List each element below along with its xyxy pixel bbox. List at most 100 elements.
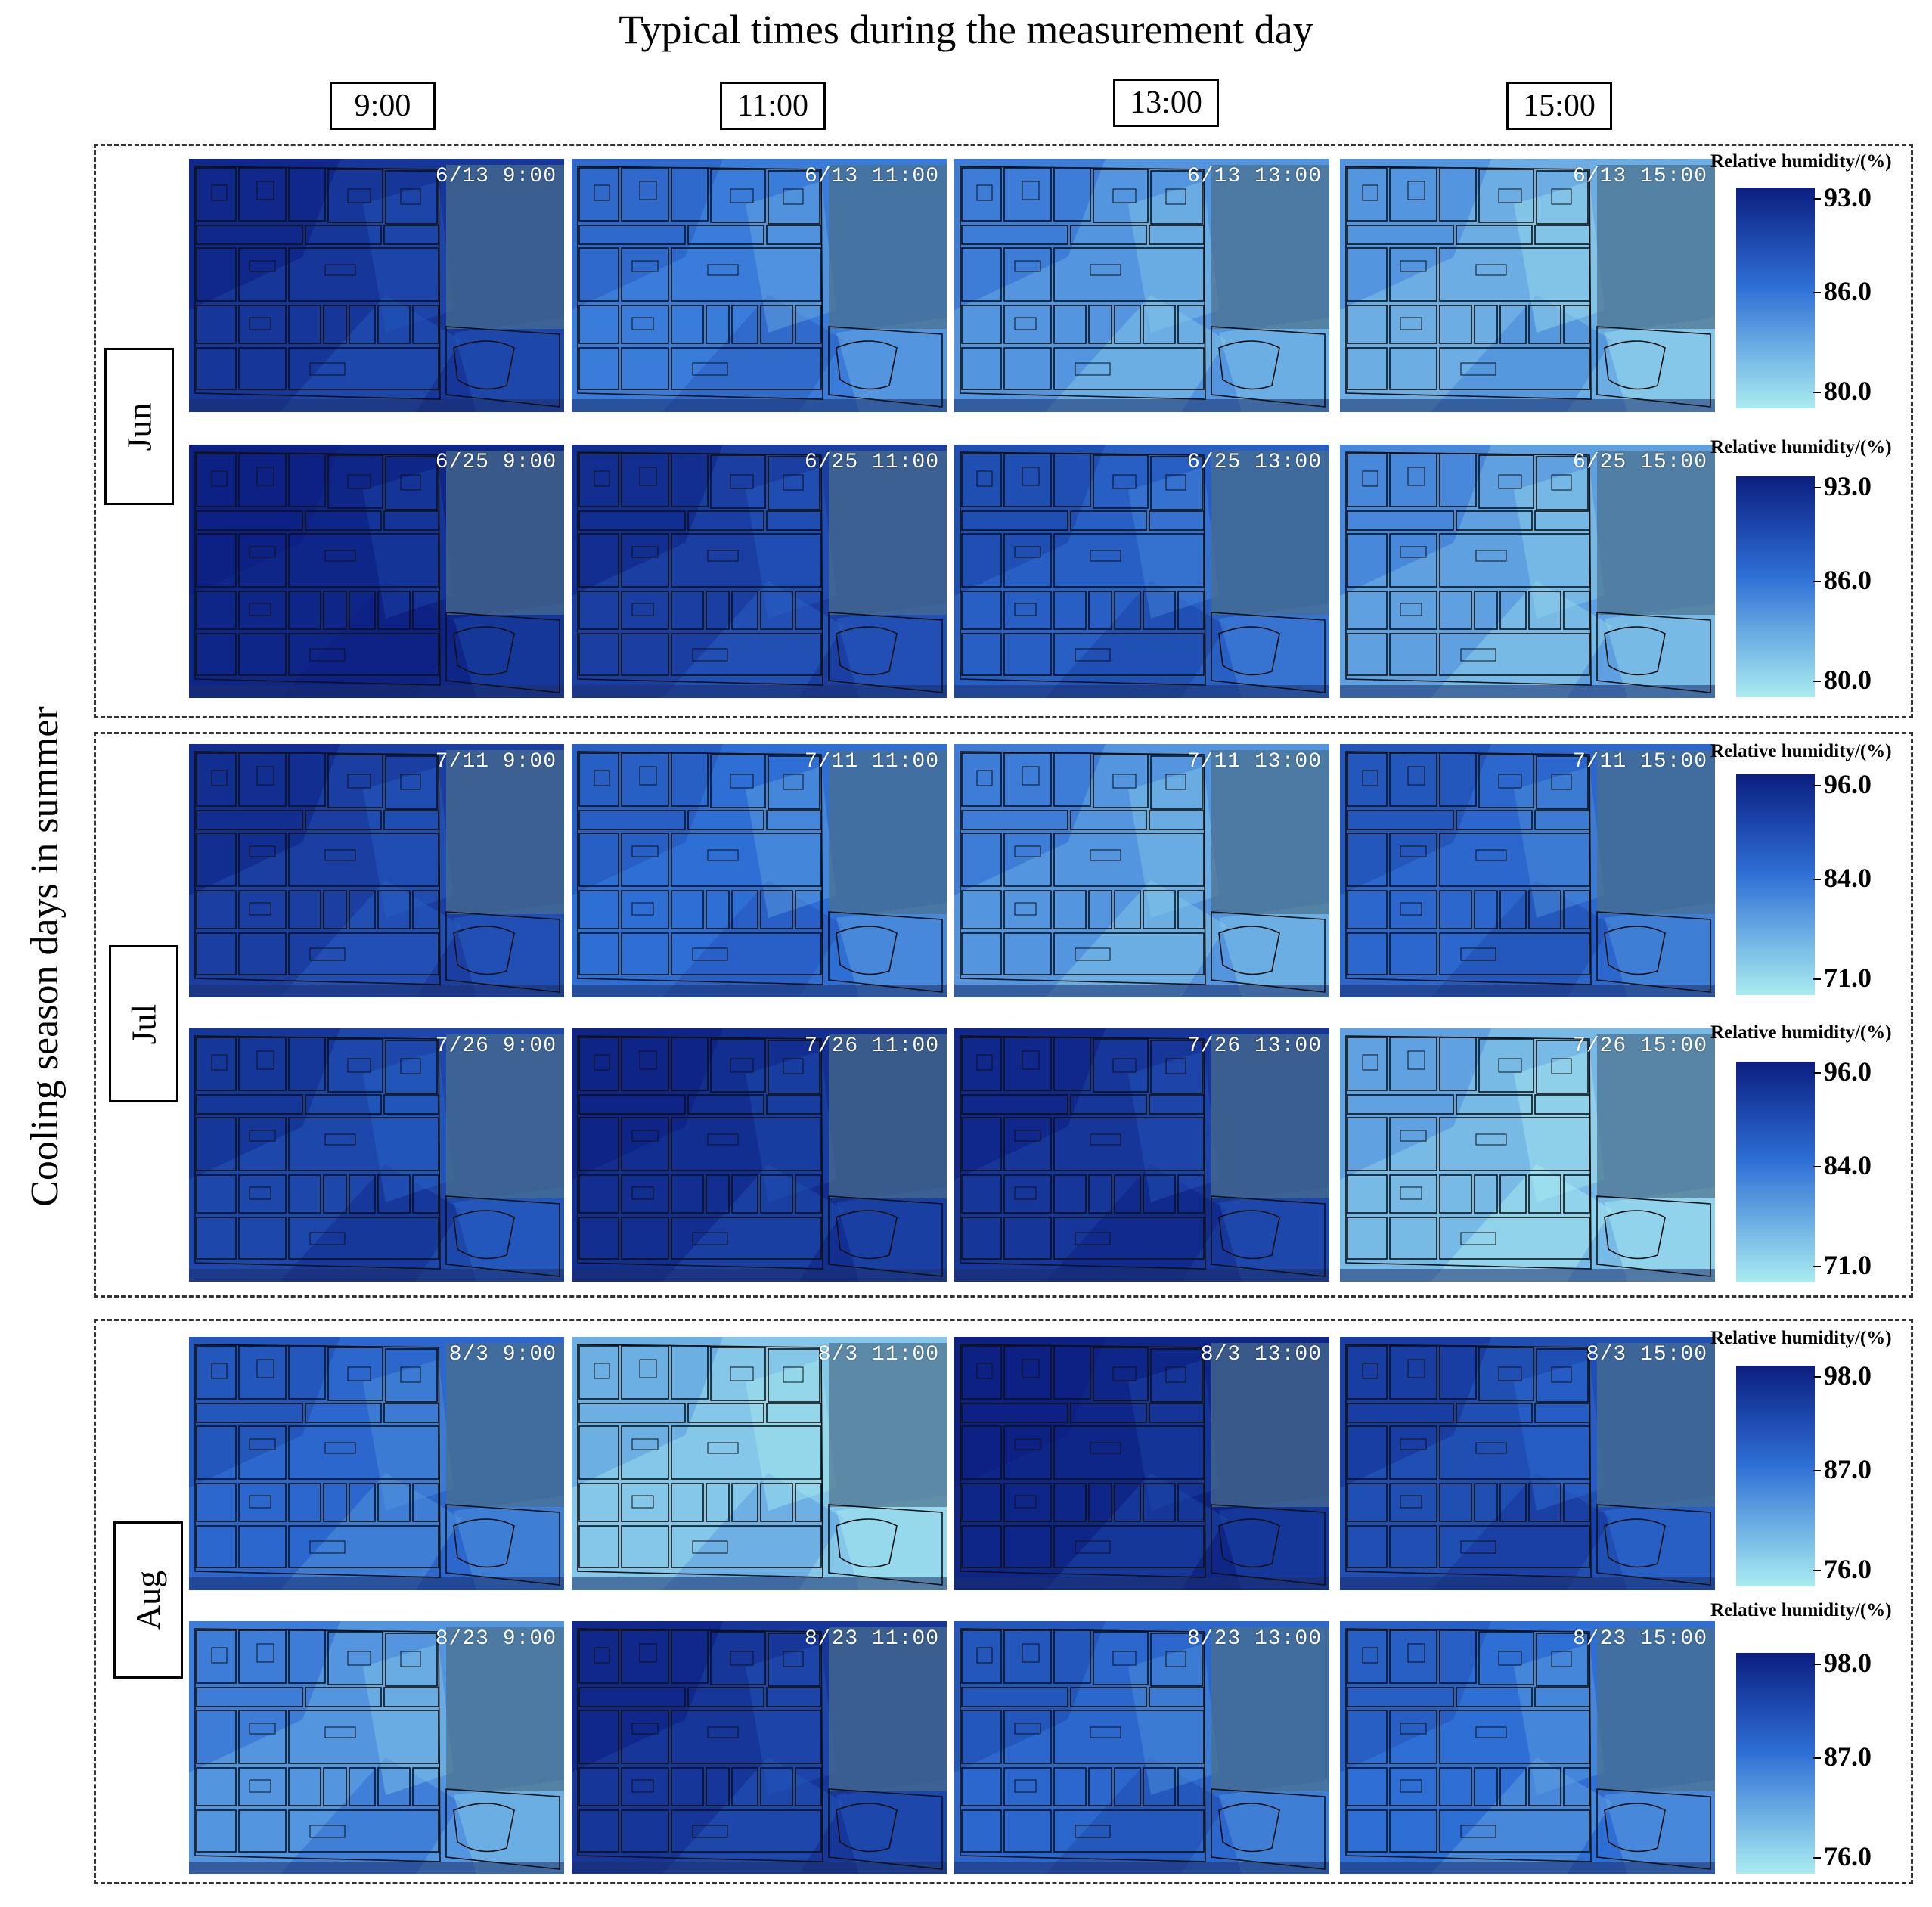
building-footprint	[1014, 603, 1037, 616]
building-block	[1218, 1803, 1280, 1853]
building-block	[1499, 1483, 1527, 1522]
map-bottom-strip	[954, 685, 1329, 698]
building-block	[1114, 1767, 1141, 1806]
building-block	[1143, 1767, 1176, 1806]
map-bottom-strip	[189, 1269, 564, 1282]
building-footprint	[347, 474, 371, 489]
building-block	[768, 755, 820, 810]
building-block	[578, 1629, 619, 1684]
building-block	[1389, 453, 1437, 507]
building-footprint	[639, 1643, 657, 1663]
building-block	[1347, 305, 1388, 344]
building-block	[288, 1710, 439, 1764]
building-block	[961, 591, 1002, 630]
building-outlines	[194, 1628, 560, 1870]
building-block	[1347, 1710, 1388, 1764]
building-footprint	[1551, 1651, 1572, 1667]
building-block	[1347, 453, 1388, 507]
humidity-contour	[662, 1164, 844, 1282]
building-block	[1439, 1174, 1472, 1214]
building-block	[1478, 754, 1534, 808]
building-block	[1143, 591, 1176, 630]
building-block	[323, 1174, 347, 1214]
building-block	[961, 453, 1002, 507]
building-block	[377, 591, 411, 630]
building-block	[760, 1767, 793, 1806]
building-block	[1347, 1687, 1454, 1707]
building-block	[1070, 1687, 1147, 1707]
building-footprint	[1112, 1651, 1137, 1666]
building-footprint	[1014, 1130, 1041, 1142]
building-block	[327, 754, 383, 808]
building-block	[621, 833, 669, 887]
building-block	[1347, 633, 1388, 676]
panel-date-label: 7/11 11:00	[804, 750, 939, 774]
panel-date-label: 7/26 13:00	[1186, 1034, 1322, 1058]
site-boundary	[960, 1035, 1206, 1270]
building-footprint	[211, 470, 228, 487]
building-block	[1070, 810, 1147, 830]
building-block	[1211, 1504, 1326, 1586]
building-block	[671, 591, 704, 630]
site-boundary	[577, 751, 823, 985]
building-block	[621, 932, 669, 975]
building-block	[1003, 533, 1052, 588]
humidity-map	[189, 159, 564, 412]
building-block	[1439, 1217, 1590, 1260]
building-block	[196, 347, 237, 390]
colorbar-title: Relative humidity/(%)	[1710, 1600, 1892, 1620]
building-block	[1150, 1348, 1203, 1403]
building-block	[706, 305, 730, 344]
building-block	[1003, 347, 1052, 390]
building-block	[1478, 454, 1534, 509]
panel-date-label: 8/23 11:00	[804, 1627, 939, 1651]
water-area	[1211, 1343, 1329, 1507]
building-block	[795, 1767, 822, 1806]
building-outlines	[1345, 451, 1711, 693]
building-block	[621, 1710, 669, 1764]
building-footprint	[1362, 1647, 1378, 1664]
building-block	[305, 1403, 382, 1423]
building-block	[196, 1094, 303, 1115]
building-block	[1093, 169, 1149, 223]
building-block	[621, 1174, 669, 1214]
building-block	[196, 1403, 303, 1423]
figure-title: Typical times during the measurement day	[619, 7, 1313, 52]
building-block	[196, 1483, 237, 1522]
humidity-contour	[280, 295, 461, 412]
building-outlines	[960, 1628, 1326, 1870]
humidity-contour	[280, 1757, 461, 1874]
building-block	[671, 1174, 704, 1214]
building-block	[1143, 1483, 1176, 1522]
building-footprint	[639, 1050, 657, 1070]
building-footprint	[324, 849, 356, 861]
colorbar-tick-label: 96.0	[1824, 769, 1872, 799]
building-outlines	[1345, 1344, 1711, 1586]
building-footprint	[1075, 362, 1111, 376]
building-block	[1528, 1174, 1561, 1214]
building-block	[238, 1345, 287, 1400]
building-block	[1474, 890, 1498, 929]
building-block	[238, 247, 287, 302]
building-block	[1499, 305, 1527, 344]
building-footprint	[631, 1186, 654, 1200]
humidity-map-panel: 7/11 15:00	[1340, 744, 1715, 997]
building-block	[687, 1403, 764, 1423]
building-footprint	[707, 849, 739, 861]
building-block	[1114, 1174, 1141, 1214]
month-group-aug	[94, 1319, 1913, 1884]
building-block	[196, 1525, 237, 1568]
building-block	[1563, 1483, 1590, 1522]
building-block	[196, 633, 237, 676]
building-footprint	[1407, 181, 1425, 200]
building-footprint	[1498, 1651, 1522, 1666]
building-footprint	[1362, 770, 1378, 786]
building-footprint	[1090, 1442, 1121, 1454]
humidity-map	[572, 445, 947, 698]
building-block	[1003, 167, 1052, 222]
building-block	[412, 591, 439, 630]
building-footprint	[1475, 550, 1507, 562]
building-footprint	[976, 770, 993, 786]
building-block	[445, 1788, 560, 1870]
map-bottom-strip	[572, 1269, 947, 1282]
